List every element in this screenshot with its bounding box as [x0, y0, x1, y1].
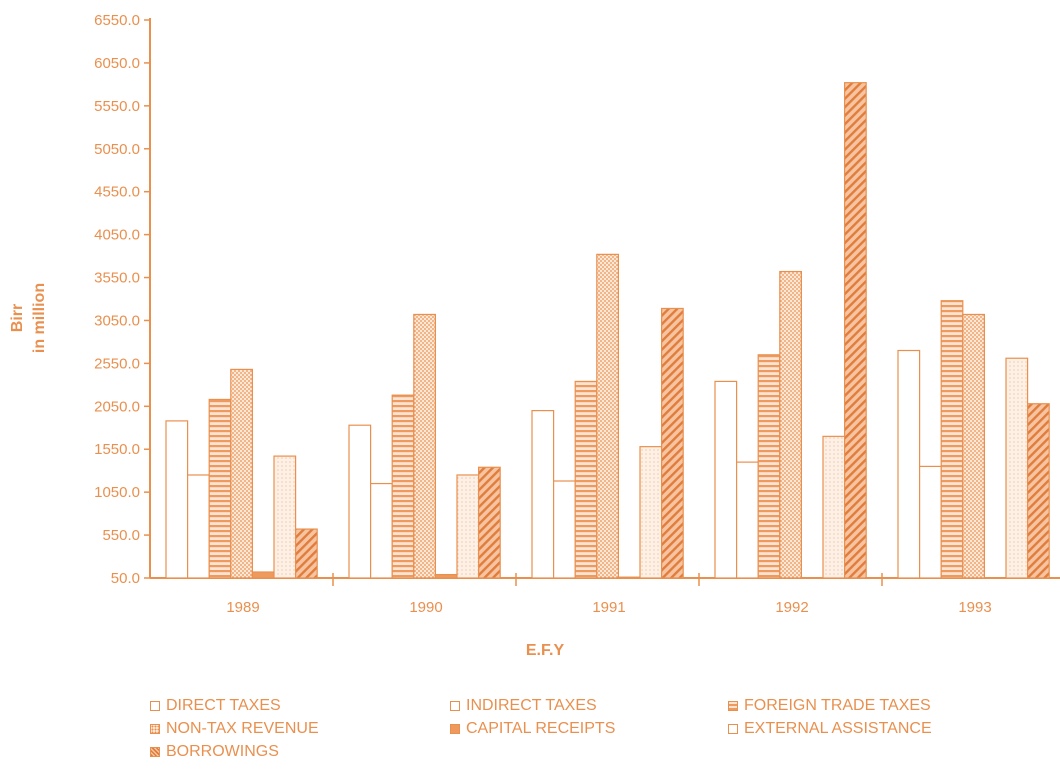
legend-swatch [728, 701, 738, 711]
bar-external-assistance-1989 [273, 455, 297, 579]
x-tick-label: 1990 [409, 599, 442, 616]
y-tick-label: 1550.0 [94, 441, 140, 458]
y-tick-label: 6550.0 [94, 12, 140, 29]
legend-swatch [450, 701, 460, 711]
x-tick-label: 1991 [592, 599, 625, 616]
bar-foreign-trade-taxes-1991 [574, 380, 598, 579]
x-tick-label: 1989 [226, 599, 259, 616]
legend-label: FOREIGN TRADE TAXES [744, 697, 931, 714]
y-tick-label: 50.0 [111, 570, 140, 587]
legend-item: BORROWINGS [150, 743, 279, 761]
bar-borrowings-1993 [1026, 403, 1050, 579]
legend-swatch [150, 701, 160, 711]
y-tick-label: 1050.0 [94, 484, 140, 501]
bar-direct-taxes-1989 [165, 420, 189, 579]
bar-indirect-taxes-1991 [552, 480, 576, 579]
legend-item: DIRECT TAXES [150, 697, 281, 715]
legend-item: EXTERNAL ASSISTANCE [728, 720, 932, 738]
x-axis: 1989 1990 1991 1992 1993 [150, 573, 1060, 616]
bar-non-tax-revenue-1991 [596, 253, 619, 579]
bar-non-tax-revenue-1990 [413, 313, 436, 579]
legend-label: CAPITAL RECEIPTS [466, 720, 616, 737]
bar-external-assistance-1991 [639, 446, 663, 579]
legend-label: DIRECT TAXES [166, 697, 281, 714]
legend-swatch [150, 747, 160, 757]
y-axis-title-line2: in million [31, 283, 48, 353]
y-tick-label: 4050.0 [94, 227, 140, 244]
legend-item: CAPITAL RECEIPTS [450, 720, 615, 738]
bar-foreign-trade-taxes-1992 [757, 354, 781, 579]
bar-non-tax-revenue-1993 [962, 313, 985, 579]
x-axis-title: E.F.Y [526, 642, 565, 659]
bar-capital-receipts-1989 [251, 571, 275, 579]
y-tick-label: 5550.0 [94, 98, 140, 115]
bar-external-assistance-1992 [822, 435, 846, 579]
bar-direct-taxes-1991 [531, 410, 555, 579]
x-tick-label: 1992 [775, 599, 808, 616]
y-tick-label: 2550.0 [94, 355, 140, 372]
bar-capital-receipts-1990 [434, 573, 458, 579]
y-tick-label: 550.0 [102, 527, 140, 544]
bar-borrowings-1992 [843, 82, 867, 579]
y-axis-title-line1: Birr [9, 304, 26, 332]
bar-borrowings-1990 [478, 466, 501, 579]
bar-indirect-taxes-1992 [735, 461, 759, 579]
bar-indirect-taxes-1989 [187, 474, 210, 579]
y-axis: 50.0 550.0 1050.0 1550.0 2050.0 2550.0 3050.0 3… [94, 12, 151, 587]
bar-foreign-trade-taxes-1993 [940, 300, 964, 579]
y-tick-label: 3550.0 [94, 270, 140, 287]
bar-non-tax-revenue-1992 [779, 270, 802, 579]
bar-indirect-taxes-1993 [918, 465, 942, 579]
legend-swatch [150, 724, 160, 734]
bar-borrowings-1989 [295, 528, 318, 579]
y-tick-label: 5050.0 [94, 141, 140, 158]
y-tick-label: 4550.0 [94, 184, 140, 201]
legend-item: FOREIGN TRADE TAXES [728, 697, 931, 715]
legend-label: EXTERNAL ASSISTANCE [744, 720, 932, 737]
bar-external-assistance-1990 [456, 474, 480, 579]
bar-capital-receipts-1991 [617, 576, 641, 579]
bar-foreign-trade-taxes-1989 [208, 398, 232, 579]
legend-label: BORROWINGS [166, 743, 279, 760]
y-tick-label: 2050.0 [94, 398, 140, 415]
bar-borrowings-1991 [660, 307, 684, 579]
bar-indirect-taxes-1990 [370, 482, 393, 579]
bar-external-assistance-1993 [1005, 357, 1029, 579]
x-tick-label: 1993 [958, 599, 991, 616]
legend-item: NON-TAX REVENUE [150, 720, 319, 738]
legend-label: NON-TAX REVENUE [166, 720, 319, 737]
legend-swatch [728, 724, 738, 734]
y-tick-label: 6050.0 [94, 55, 140, 72]
bar-direct-taxes-1993 [897, 349, 921, 579]
bar-direct-taxes-1990 [348, 424, 372, 579]
bar-direct-taxes-1992 [714, 380, 738, 579]
bar-foreign-trade-taxes-1990 [391, 394, 415, 579]
bars [165, 82, 1050, 579]
legend-item: INDIRECT TAXES [450, 697, 597, 715]
legend-swatch [450, 724, 460, 734]
bar-non-tax-revenue-1989 [230, 368, 254, 579]
y-tick-label: 3050.0 [94, 312, 140, 329]
legend-label: INDIRECT TAXES [466, 697, 597, 714]
